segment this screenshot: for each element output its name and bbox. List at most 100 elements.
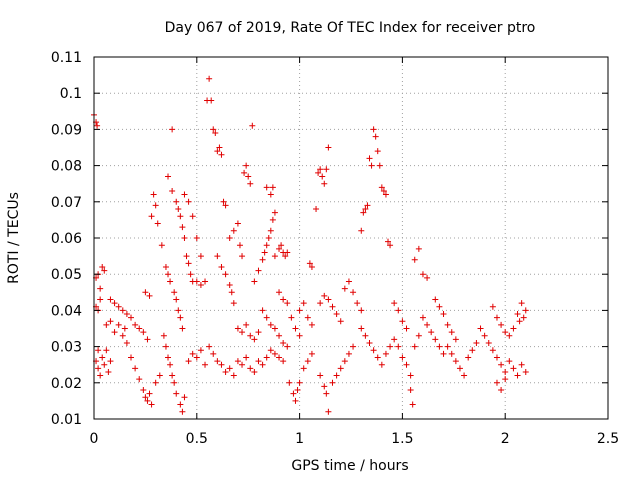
y-tick-label: 0.07	[51, 195, 82, 211]
y-tick-label: 0.05	[51, 267, 82, 283]
data-point	[387, 343, 394, 350]
data-point	[502, 329, 509, 336]
data-point	[193, 278, 200, 285]
data-point	[263, 354, 270, 361]
data-point	[152, 202, 159, 209]
data-point	[202, 361, 209, 368]
data-point	[399, 354, 406, 361]
data-point	[167, 278, 174, 285]
data-point	[313, 206, 320, 213]
data-point	[294, 387, 301, 394]
data-point	[181, 191, 188, 198]
data-point	[469, 347, 476, 354]
data-point	[179, 325, 186, 332]
data-point	[440, 350, 447, 357]
data-point	[319, 173, 326, 180]
data-point	[261, 249, 268, 256]
data-point	[241, 169, 248, 176]
data-point	[107, 296, 114, 303]
data-point	[187, 271, 194, 278]
data-point	[374, 354, 381, 361]
data-point	[304, 358, 311, 365]
y-tick-label: 0.1	[60, 86, 82, 102]
data-point	[325, 144, 332, 151]
data-point	[181, 394, 188, 401]
data-point	[234, 325, 241, 332]
data-point	[94, 122, 101, 129]
data-point	[269, 184, 276, 191]
data-point	[403, 361, 410, 368]
data-point	[214, 358, 221, 365]
data-point	[208, 97, 215, 104]
data-point	[506, 358, 513, 365]
data-point	[436, 303, 443, 310]
data-point	[167, 361, 174, 368]
data-point	[493, 379, 500, 386]
data-point	[212, 130, 219, 137]
data-point	[387, 242, 394, 249]
data-point	[317, 166, 324, 173]
data-point	[115, 321, 122, 328]
data-point	[300, 300, 307, 307]
data-point	[251, 336, 258, 343]
data-point	[218, 361, 225, 368]
data-point	[461, 372, 468, 379]
data-point	[337, 318, 344, 325]
data-point	[407, 372, 414, 379]
data-point	[239, 253, 246, 260]
data-point	[169, 126, 176, 133]
data-point	[193, 235, 200, 241]
data-point	[292, 325, 299, 332]
data-point	[243, 321, 250, 328]
data-point	[239, 329, 246, 336]
data-point	[152, 379, 159, 386]
data-point	[162, 343, 169, 350]
data-point	[236, 242, 243, 249]
data-point	[308, 350, 315, 357]
data-point	[506, 332, 513, 339]
data-point	[308, 321, 315, 328]
data-point	[226, 282, 233, 289]
data-point	[255, 267, 262, 274]
data-point	[520, 314, 527, 321]
data-point	[510, 325, 517, 332]
data-point	[465, 354, 472, 361]
data-point	[123, 311, 130, 318]
data-point	[419, 314, 426, 321]
data-point	[489, 303, 496, 310]
data-point	[173, 296, 180, 303]
data-point	[271, 253, 278, 260]
data-point	[366, 339, 373, 346]
data-point	[103, 347, 110, 354]
chart-title: Day 067 of 2019, Rate Of TEC Index for r…	[165, 20, 536, 36]
y-tick-label: 0.01	[51, 412, 82, 428]
data-point	[226, 365, 233, 372]
data-point	[160, 332, 167, 339]
data-point	[358, 325, 365, 332]
data-point	[481, 332, 488, 339]
data-point	[234, 358, 241, 365]
data-point	[395, 307, 402, 314]
data-point	[243, 354, 250, 361]
data-point	[121, 325, 128, 332]
data-point	[337, 365, 344, 372]
data-point	[183, 253, 190, 260]
data-point	[456, 365, 463, 372]
data-point	[142, 289, 149, 296]
data-point	[284, 343, 291, 350]
data-point	[243, 162, 250, 169]
data-point	[300, 365, 307, 372]
grid-lines	[94, 57, 608, 419]
data-point	[419, 271, 426, 278]
data-point	[493, 314, 500, 321]
data-point	[448, 329, 455, 336]
data-point	[210, 126, 217, 133]
data-point	[477, 325, 484, 332]
data-point	[177, 314, 184, 321]
data-point	[498, 361, 505, 368]
data-point	[448, 350, 455, 357]
data-point	[210, 350, 217, 357]
data-point	[259, 361, 266, 368]
data-point	[230, 300, 237, 307]
